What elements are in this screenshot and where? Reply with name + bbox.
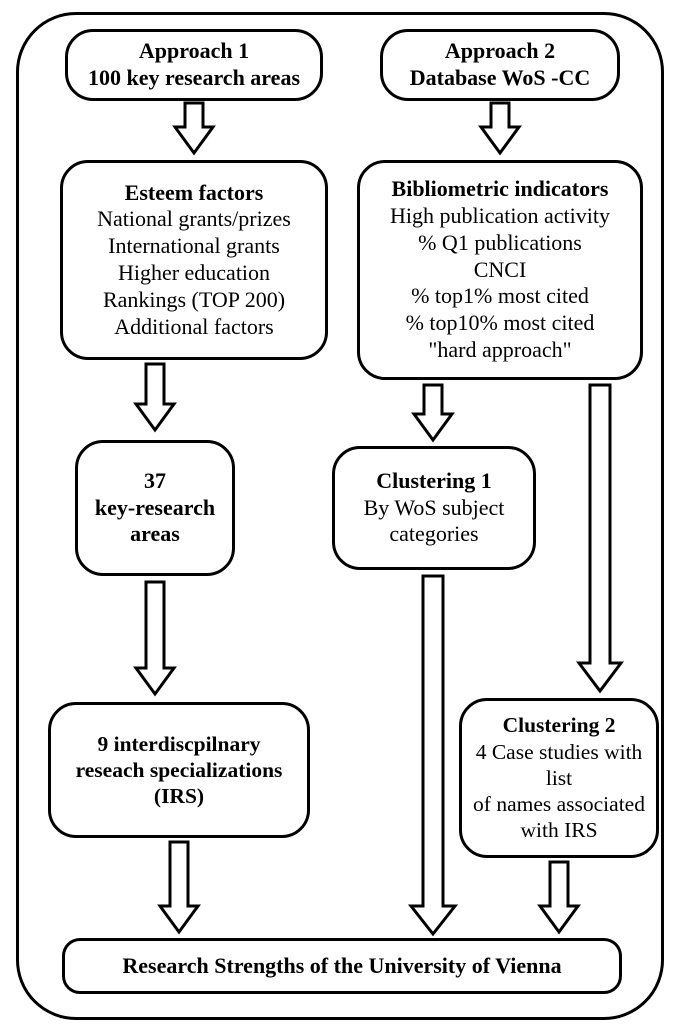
clustering2-line1: 4 Case studies with list <box>466 739 652 791</box>
biblio-line-3: % top1% most cited <box>411 283 589 310</box>
arrow-biblio-clustering2 <box>579 385 621 691</box>
irs-line3: (IRS) <box>154 783 204 809</box>
approach1-line1: Approach 1 <box>139 38 249 65</box>
node-esteem: Esteem factors National grants/prizes In… <box>60 160 328 360</box>
biblio-line-5: "hard approach" <box>428 337 571 364</box>
arrow-approach1-esteem <box>175 103 213 153</box>
node-final: Research Strengths of the University of … <box>62 938 622 994</box>
key37-line3: areas <box>130 521 180 548</box>
esteem-line-4: Additional factors <box>114 314 273 341</box>
node-approach1: Approach 1 100 key research areas <box>65 29 323 101</box>
clustering2-title: Clustering 2 <box>503 712 616 738</box>
biblio-line-4: % top10% most cited <box>406 310 595 337</box>
node-clustering1: Clustering 1 By WoS subject categories <box>332 446 536 570</box>
arrow-esteem-key37 <box>136 364 174 430</box>
biblio-line-0: High publication activity <box>390 203 610 230</box>
arrow-clustering2-final <box>540 862 578 932</box>
clustering2-line3: with IRS <box>520 817 597 843</box>
biblio-title: Bibliometric indicators <box>392 176 609 203</box>
node-clustering2: Clustering 2 4 Case studies with list of… <box>459 698 659 858</box>
clustering2-line2: of names associated <box>473 791 645 817</box>
esteem-line-2: Higher education <box>118 260 270 287</box>
arrow-biblio-clustering1 <box>414 385 452 440</box>
clustering1-title: Clustering 1 <box>376 468 492 495</box>
approach2-line2: Database WoS -CC <box>410 65 591 92</box>
clustering1-line1: By WoS subject <box>364 495 505 522</box>
biblio-line-2: CNCI <box>474 257 527 284</box>
irs-line2: reseach specializations <box>76 757 283 783</box>
esteem-title: Esteem factors <box>125 180 264 207</box>
approach2-line1: Approach 2 <box>445 38 555 65</box>
approach1-line2: 100 key research areas <box>88 65 300 92</box>
final-text: Research Strengths of the University of … <box>122 953 561 979</box>
esteem-line-0: National grants/prizes <box>97 206 291 233</box>
arrow-clustering1-final <box>411 576 455 934</box>
node-irs: 9 interdiscpilnary reseach specializatio… <box>48 702 310 838</box>
node-key37: 37 key-research areas <box>75 440 235 576</box>
biblio-line-1: % Q1 publications <box>418 230 582 257</box>
arrow-key37-irs <box>136 582 174 694</box>
esteem-line-3: Rankings (TOP 200) <box>103 287 285 314</box>
key37-line1: 37 <box>144 468 166 495</box>
arrow-approach2-biblio <box>481 103 519 153</box>
node-approach2: Approach 2 Database WoS -CC <box>380 29 620 101</box>
clustering1-line2: categories <box>389 521 478 548</box>
esteem-line-1: International grants <box>108 233 280 260</box>
arrow-irs-final <box>160 842 198 932</box>
key37-line2: key-research <box>95 495 215 522</box>
irs-line1: 9 interdiscpilnary <box>97 731 260 757</box>
node-biblio: Bibliometric indicators High publication… <box>357 160 643 380</box>
